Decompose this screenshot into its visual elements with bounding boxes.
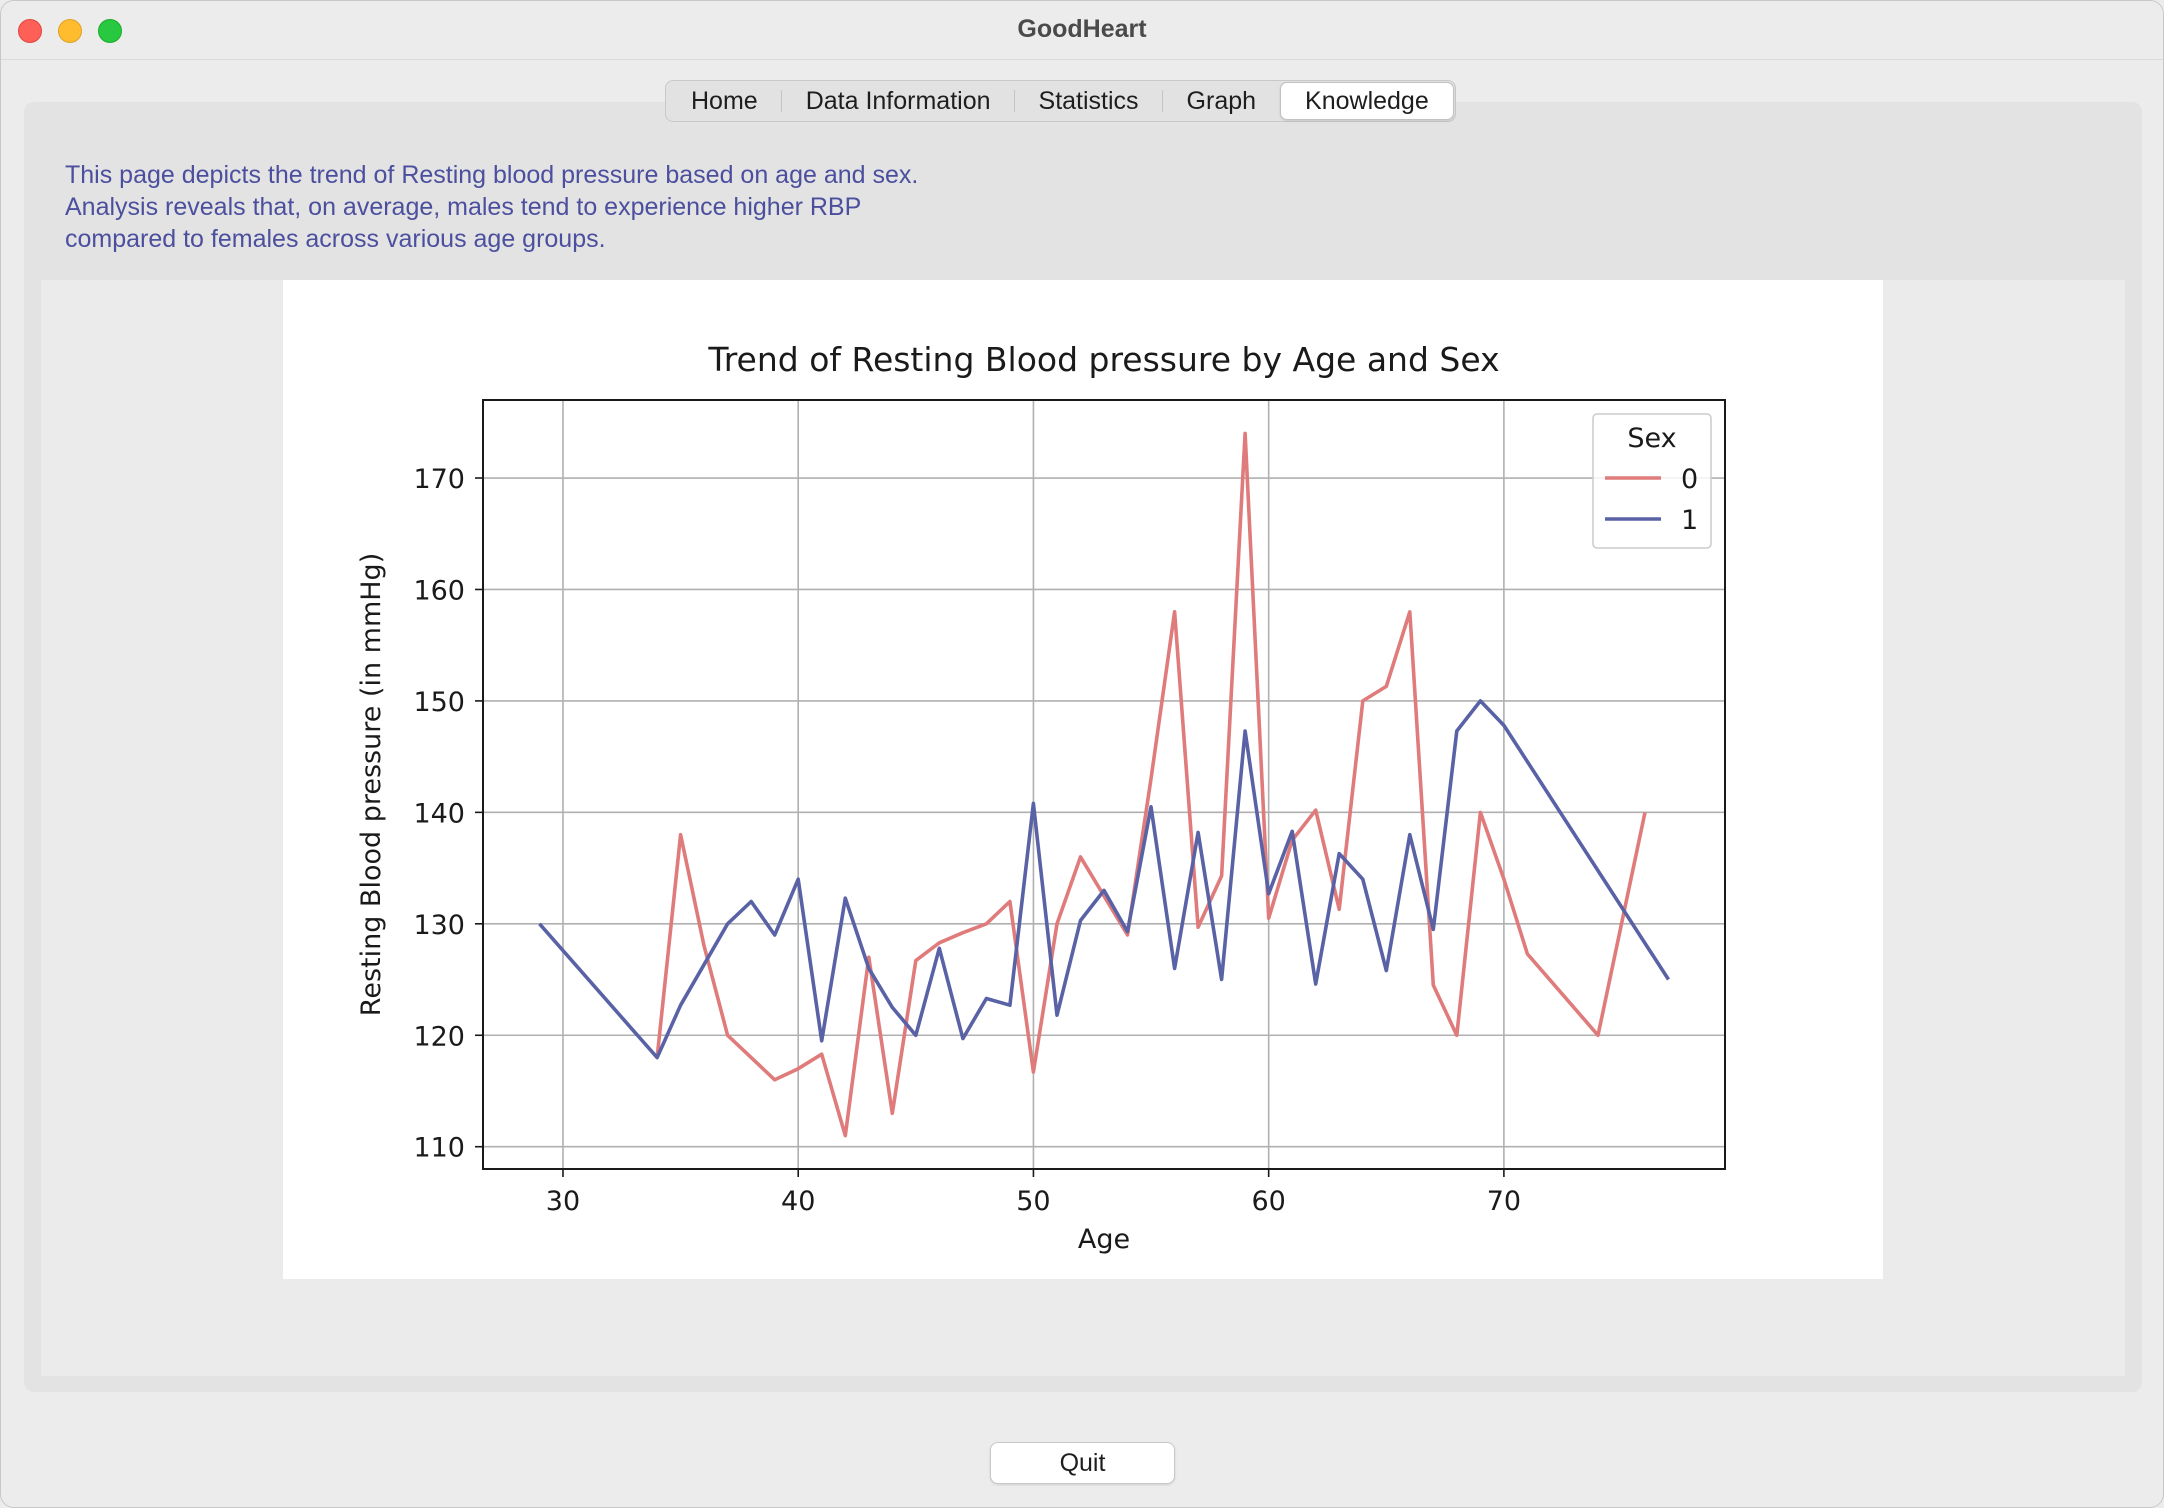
knowledge-description: This page depicts the trend of Resting b… [65,159,1165,255]
tab-data-information[interactable]: Data Information [782,81,1015,121]
x-tick-label: 50 [1016,1186,1050,1217]
y-tick-label: 140 [413,798,465,829]
legend-box [1592,413,1712,549]
plot-frame [482,399,1726,1170]
y-axis-label: Resting Blood pressure (in mmHg) [356,553,387,1016]
minimize-window-button[interactable] [58,19,82,43]
y-tick-label: 160 [413,575,465,606]
x-tick-label: 40 [781,1186,815,1217]
y-tick-label: 170 [413,464,465,495]
title-bar: GoodHeart [1,1,2163,60]
chart-title: Trend of Resting Blood pressure by Age a… [707,340,1499,379]
zoom-window-button[interactable] [98,19,122,43]
chart-figure: 30 40 50 60 70 110 120 130 140 150 160 170 Trend of… [283,280,1883,1279]
tab-statistics[interactable]: Statistics [1015,81,1163,121]
tab-bar: Home Data Information Statistics Graph K… [665,80,1456,122]
line-chart: 30 40 50 60 70 110 120 130 140 150 160 170 Trend of… [356,340,1726,1255]
y-tick-label: 130 [413,910,465,941]
window-title: GoodHeart [1017,15,1147,43]
y-tick-label: 120 [413,1021,465,1052]
y-tick-label: 150 [413,687,465,718]
x-tick-label: 60 [1251,1186,1285,1217]
tab-knowledge[interactable]: Knowledge [1280,82,1454,120]
series-line-sex-1 [538,699,1671,1060]
legend-title: Sex [1627,423,1676,454]
series-line-sex-0 [655,431,1647,1138]
series-lines [538,431,1671,1138]
chart-legend: Sex 0 1 [1592,413,1712,549]
grid-lines [483,400,1725,1169]
x-tick-label: 30 [546,1186,580,1217]
tab-home[interactable]: Home [667,81,782,121]
description-line: Analysis reveals that, on average, males… [65,193,862,221]
x-axis-label: Age [1078,1224,1130,1255]
quit-button[interactable]: Quit [990,1442,1175,1484]
description-line: This page depicts the trend of Resting b… [65,161,919,189]
legend-label-sex-1: 1 [1681,505,1698,536]
tab-graph[interactable]: Graph [1186,86,1257,115]
x-tick-label: 70 [1487,1186,1521,1217]
legend-label-sex-0: 0 [1681,464,1698,495]
y-tick-label: 110 [413,1133,465,1164]
description-line: compared to females across various age g… [65,225,606,253]
axis-ticks: 30 40 50 60 70 110 120 130 140 150 160 170 [413,464,1521,1217]
close-window-button[interactable] [18,19,42,43]
